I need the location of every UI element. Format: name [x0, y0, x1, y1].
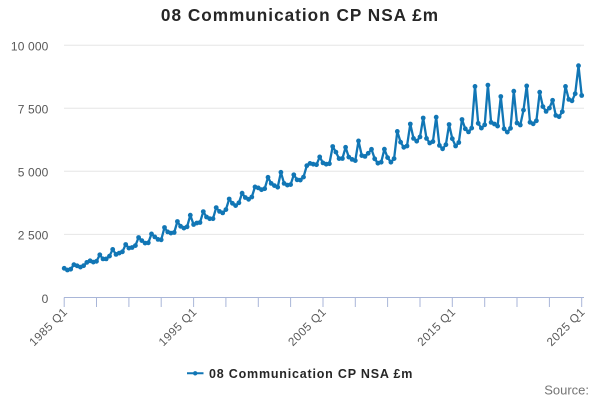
svg-text:5 000: 5 000: [18, 166, 49, 180]
svg-text:0: 0: [42, 292, 49, 306]
svg-text:08 Communication CP NSA £m: 08 Communication CP NSA £m: [161, 5, 439, 25]
svg-text:08 Communication CP NSA £m: 08 Communication CP NSA £m: [209, 367, 413, 381]
svg-text:Source:: Source:: [544, 383, 589, 398]
svg-text:2 500: 2 500: [18, 229, 49, 243]
svg-text:7 500: 7 500: [18, 103, 49, 117]
svg-text:10 000: 10 000: [11, 40, 49, 54]
